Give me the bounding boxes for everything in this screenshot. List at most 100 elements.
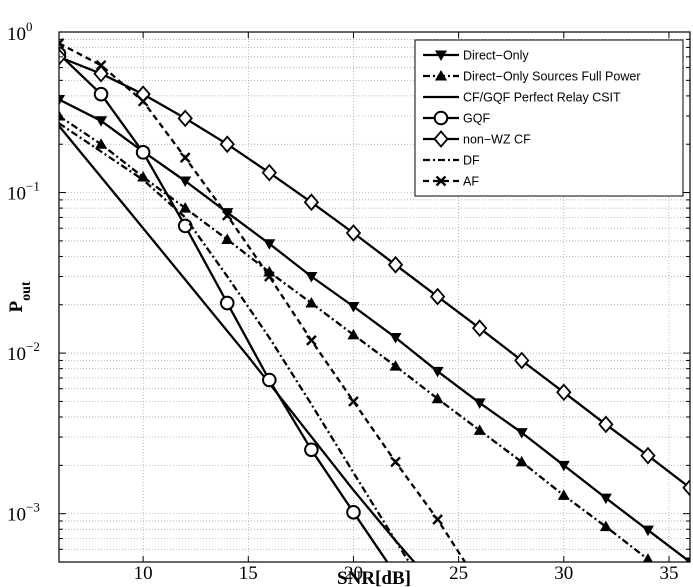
marker-triangle-down	[389, 333, 402, 344]
y-tick-label: 10−2	[7, 339, 40, 365]
series-group	[59, 37, 690, 587]
marker-circle	[262, 372, 277, 388]
marker-diamond	[345, 224, 362, 242]
marker-triangle-up	[642, 553, 653, 562]
marker-triangle-down	[684, 557, 690, 562]
y-tick-label-base: 10	[7, 184, 26, 205]
x-tick-label: 15	[239, 563, 258, 584]
x-tick-label: 10	[134, 563, 153, 584]
marker-triangle-up	[389, 360, 402, 371]
marker-diamond	[640, 446, 656, 465]
y-tick-label: 100	[7, 19, 33, 45]
series-line	[59, 115, 654, 562]
marker-diamond	[177, 109, 193, 128]
marker-circle	[177, 218, 193, 234]
legend-entry: AF	[423, 175, 479, 189]
y-tick-label-exponent: −1	[26, 179, 40, 194]
series-5	[59, 47, 690, 497]
marker-diamond	[219, 135, 235, 154]
marker-x	[435, 175, 447, 187]
x-tick-label: 30	[554, 563, 573, 584]
y-tick-label-exponent: −3	[26, 500, 40, 515]
marker-x	[432, 514, 443, 525]
y-axis-label-sub: out	[19, 281, 34, 301]
marker-triangle-down	[305, 272, 318, 283]
legend-label: non−WZ CF	[463, 133, 531, 147]
marker-triangle-up	[431, 392, 444, 404]
marker-triangle-down	[515, 428, 528, 439]
marker-diamond	[261, 163, 278, 182]
y-tick-label-base: 10	[7, 24, 26, 45]
marker-triangle-down	[599, 493, 612, 505]
marker-triangle-down	[641, 525, 654, 537]
series-1	[59, 94, 690, 562]
marker-triangle-down	[263, 239, 276, 250]
marker-triangle-up	[221, 233, 234, 245]
marker-triangle-up	[473, 424, 486, 435]
marker-diamond	[471, 319, 488, 338]
marker-x	[179, 152, 191, 163]
x-tick-label: 25	[449, 563, 468, 584]
marker-circle	[433, 110, 449, 126]
marker-triangle-down	[431, 366, 444, 378]
legend-entry: DF	[423, 154, 480, 168]
marker-diamond	[598, 415, 614, 434]
marker-diamond	[556, 383, 572, 402]
marker-triangle-up	[435, 70, 447, 81]
x-axis-label: SNR[dB]	[337, 568, 411, 587]
legend-label: Direct−Only	[463, 49, 529, 63]
legend-label: DF	[463, 154, 480, 168]
legend-label: GQF	[463, 112, 490, 126]
marker-diamond	[387, 255, 404, 274]
marker-x	[59, 37, 65, 49]
legend-entry: Direct−Only Sources Full Power	[423, 70, 641, 84]
legend-entry: CF/GQF Perfect Relay CSIT	[423, 91, 621, 105]
series-2	[59, 109, 654, 562]
series-line	[59, 98, 690, 562]
legend-label: Direct−Only Sources Full Power	[463, 70, 641, 84]
y-tick-label: 10−1	[7, 179, 40, 205]
marker-triangle-up	[137, 170, 150, 182]
marker-x	[390, 456, 401, 468]
series-line	[59, 55, 690, 489]
marker-triangle-down	[435, 50, 447, 61]
marker-circle	[135, 145, 151, 160]
series-line	[59, 125, 416, 562]
marker-triangle-up	[347, 328, 360, 340]
marker-triangle-down	[95, 116, 108, 127]
y-axis-label: Pout	[6, 281, 34, 312]
series-7	[59, 37, 484, 587]
marker-diamond	[682, 478, 690, 497]
marker-diamond	[514, 351, 530, 370]
series-line	[59, 122, 411, 562]
legend-label: AF	[463, 175, 479, 189]
marker-x	[221, 210, 233, 221]
legend-box	[414, 39, 684, 197]
legend: Direct−Only Direct−Only Sources Full Powe…	[414, 39, 684, 197]
marker-x	[475, 580, 484, 587]
marker-triangle-up	[305, 297, 318, 308]
marker-circle	[93, 86, 109, 102]
marker-triangle-down	[179, 176, 192, 188]
marker-circle	[219, 295, 235, 311]
y-tick-label-exponent: −2	[26, 339, 40, 354]
x-tick-label: 35	[659, 563, 678, 584]
marker-triangle-up	[599, 520, 612, 532]
legend-label: CF/GQF Perfect Relay CSIT	[463, 91, 621, 105]
series-line	[59, 42, 467, 562]
x-tick-label: 20	[344, 563, 363, 584]
marker-circle	[346, 504, 361, 520]
series-6	[59, 122, 411, 562]
y-tick-label: 10−3	[7, 500, 40, 526]
marker-triangle-down	[221, 208, 234, 219]
legend-entry: Direct−Only	[423, 49, 529, 63]
marker-triangle-down	[59, 94, 65, 106]
marker-circle	[304, 442, 319, 458]
y-tick-label-exponent: 0	[26, 19, 33, 34]
grid	[59, 32, 690, 562]
y-tick-label-base: 10	[7, 505, 26, 526]
marker-triangle-up	[59, 109, 65, 121]
marker-x	[348, 396, 359, 407]
